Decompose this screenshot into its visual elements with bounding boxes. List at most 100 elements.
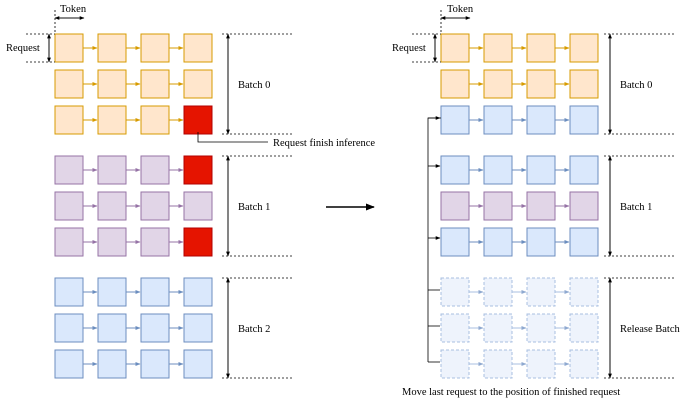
token-cell [140,33,170,63]
token-cell [183,191,213,221]
token-cell [569,33,599,63]
token-cell [440,69,470,99]
token-cell [569,69,599,99]
released-token-cell [483,313,513,343]
request-row [54,105,213,135]
token-dimension-left: Token [54,4,87,34]
request-row [54,349,213,379]
batch-label: Batch 0 [238,80,270,91]
released-token-cell [483,277,513,307]
left-panel: Batch 0 Batch 1 Batch 2 [54,33,294,379]
request-row [440,227,599,257]
request-row [54,191,213,221]
released-token-cell [526,313,556,343]
token-cell [54,155,84,185]
token-cell [526,227,556,257]
token-cell [526,191,556,221]
finish-label: Request finish inference [273,138,375,149]
token-cell [97,313,127,343]
token-cell [440,33,470,63]
request-row [54,69,213,99]
batch-label: Batch 2 [238,324,270,335]
request-row [54,313,213,343]
request-row [440,191,599,221]
released-token-cell [483,349,513,379]
finished-token-cell [183,155,213,185]
token-cell [54,33,84,63]
token-cell [97,105,127,135]
finished-token-cell [183,227,213,257]
request-row [440,33,599,63]
request-row [54,155,213,185]
token-cell [140,313,170,343]
request-row [54,227,213,257]
released-token-cell [440,349,470,379]
token-cell [440,227,470,257]
token-cell [54,69,84,99]
token-cell [97,277,127,307]
batch-label: Release Batch [620,324,681,335]
token-cell [54,227,84,257]
token-dimension-right: Token [440,4,474,34]
request-row [440,155,599,185]
caption: Move last request to the position of fin… [402,387,620,398]
token-cell [483,69,513,99]
token-cell [140,227,170,257]
request-dimension-left: Request [6,33,55,63]
move-connector [427,116,441,363]
request-row [440,69,599,99]
token-cell [97,155,127,185]
token-cell [54,105,84,135]
released-token-cell [440,277,470,307]
token-cell [183,69,213,99]
token-cell [54,349,84,379]
token-cell [183,349,213,379]
token-cell [483,227,513,257]
released-token-cell [526,349,556,379]
released-token-cell [440,313,470,343]
right-panel: Batch 0 Batch 1 Release Batch [440,33,681,379]
token-cell [54,277,84,307]
token-cell [569,105,599,135]
token-label-left: Token [60,4,87,15]
token-cell [183,313,213,343]
token-cell [97,349,127,379]
token-cell [440,105,470,135]
token-cell [140,155,170,185]
request-row [440,313,599,343]
request-dimension-right: Request [392,33,441,63]
token-cell [526,33,556,63]
token-cell [97,191,127,221]
request-row [440,349,599,379]
finished-token-cell [183,105,213,135]
token-cell [483,155,513,185]
token-cell [483,191,513,221]
token-cell [140,191,170,221]
token-cell [569,155,599,185]
token-cell [526,69,556,99]
token-cell [440,155,470,185]
batch-label: Batch 0 [620,80,652,91]
token-cell [140,349,170,379]
token-cell [97,33,127,63]
token-cell [183,33,213,63]
token-cell [97,227,127,257]
token-cell [97,69,127,99]
token-cell [569,191,599,221]
token-cell [140,277,170,307]
token-cell [440,191,470,221]
token-cell [483,105,513,135]
token-cell [140,105,170,135]
finish-callout: Request finish inference [197,132,375,149]
batch-label: Batch 1 [620,202,652,213]
request-row [54,33,213,63]
released-token-cell [569,349,599,379]
released-token-cell [569,277,599,307]
token-cell [483,33,513,63]
released-token-cell [569,313,599,343]
token-cell [526,105,556,135]
batch-label: Batch 1 [238,202,270,213]
token-cell [526,155,556,185]
request-label-left: Request [6,43,40,54]
